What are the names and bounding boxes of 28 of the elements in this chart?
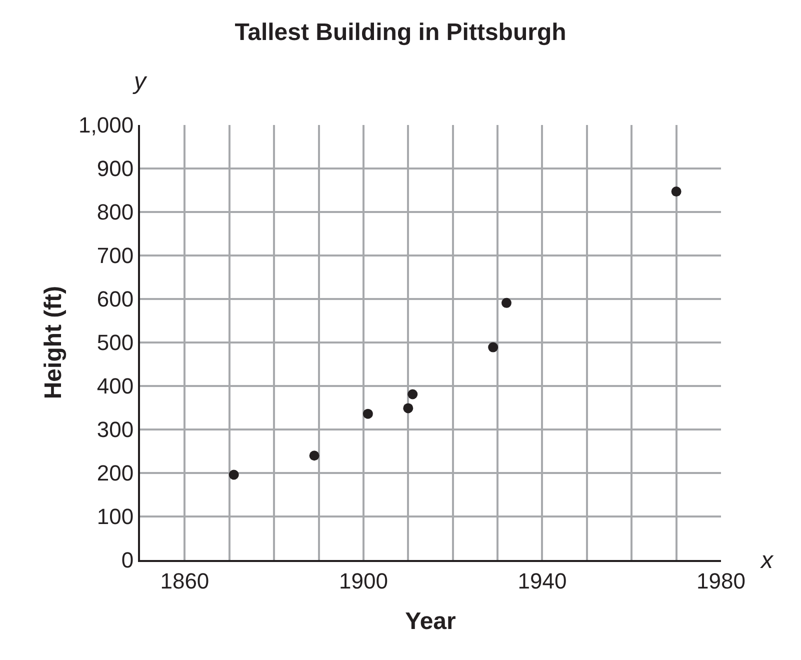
y-tick-label: 700 <box>96 243 134 268</box>
x-axis-title: Year <box>405 608 456 636</box>
y-tick-label: 200 <box>96 460 134 486</box>
y-tick-label: 500 <box>96 330 134 356</box>
y-tick-label: 600 <box>96 286 134 312</box>
point <box>408 389 418 400</box>
x-tick-label: 1980 <box>696 568 746 594</box>
y-tick-label: 400 <box>96 374 134 399</box>
point <box>403 403 414 414</box>
point <box>501 298 512 308</box>
y-axis-title: Height (ft) <box>40 286 68 400</box>
y-tick-label: 1,000 <box>78 112 134 138</box>
point <box>671 186 682 197</box>
y-tick-label: 300 <box>96 417 134 442</box>
point <box>362 408 373 419</box>
chart-title: Tallest Building in Pittsburgh <box>234 18 566 46</box>
x-tick-label: 1860 <box>160 568 210 594</box>
y-tick-label: 100 <box>96 504 134 530</box>
point <box>488 342 498 352</box>
y-tick-label: 0 <box>121 548 134 573</box>
x-tick-label: 1940 <box>518 568 567 594</box>
point <box>228 470 239 480</box>
text: x <box>760 547 774 574</box>
text: y <box>132 68 148 95</box>
y-tick-label: 800 <box>96 200 134 225</box>
point <box>309 450 320 461</box>
x-tick-label: 1900 <box>338 568 388 594</box>
y-tick-label: 900 <box>96 156 134 182</box>
